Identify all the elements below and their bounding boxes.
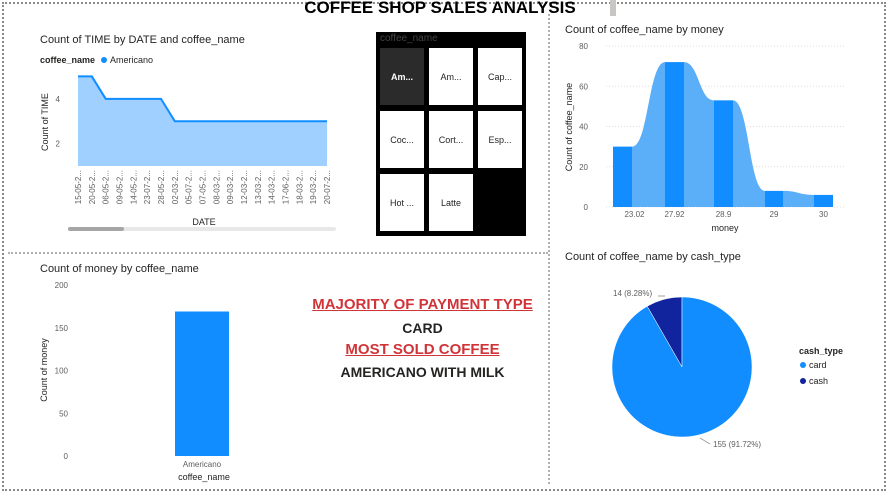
line-legend-marker bbox=[101, 57, 107, 63]
money-ribbon bbox=[684, 62, 714, 207]
slicer-header: coffee_name bbox=[380, 33, 438, 44]
line-x-tick: 17-06-2... bbox=[282, 170, 291, 204]
line-x-tick: 15-05-2... bbox=[74, 170, 83, 204]
money-x-tick: 27.92 bbox=[664, 210, 685, 219]
money-y-tick: 40 bbox=[579, 123, 588, 132]
bar-y-tick: 50 bbox=[59, 409, 68, 418]
payment-type-heading: MAJORITY OF PAYMENT TYPE bbox=[312, 296, 533, 313]
line-y-axis-title: Count of TIME bbox=[40, 93, 50, 151]
divider-horizontal bbox=[8, 252, 548, 254]
line-x-tick: 09-03-2... bbox=[226, 170, 235, 204]
money-bar bbox=[765, 190, 783, 207]
money-y-tick: 60 bbox=[579, 82, 588, 91]
line-x-tick: 20-07-2... bbox=[323, 170, 332, 204]
pie-chart-title: Count of coffee_name by cash_type bbox=[565, 251, 741, 263]
slicer-item-hot-chocolate[interactable]: Hot ... bbox=[380, 174, 424, 231]
line-x-tick: 09-05-2... bbox=[116, 170, 125, 204]
line-chart-scrollbar-track[interactable] bbox=[68, 227, 336, 231]
most-sold-heading: MOST SOLD COFFEE bbox=[345, 341, 500, 358]
line-x-tick: 07-05-2... bbox=[199, 170, 208, 204]
line-x-tick: 28-05-2... bbox=[157, 170, 166, 204]
slicer-item-espresso[interactable]: Esp... bbox=[478, 111, 522, 168]
money-y-axis-title: Count of coffee_name bbox=[564, 83, 574, 171]
bar-chart-title: Count of money by coffee_name bbox=[40, 263, 199, 275]
money-bar bbox=[714, 100, 733, 207]
pie-label-cash: 14 (8.28%) bbox=[613, 289, 652, 298]
money-x-tick: 30 bbox=[819, 210, 828, 219]
money-x-tick: 28.9 bbox=[716, 210, 732, 219]
divider-vertical bbox=[548, 14, 550, 484]
pie-legend-label-card: card bbox=[809, 360, 827, 370]
title-accent-bar bbox=[610, 0, 616, 16]
bar-x-tick: Americano bbox=[183, 460, 222, 469]
money-x-tick: 29 bbox=[770, 210, 779, 219]
pie-legend-marker-card bbox=[800, 362, 806, 368]
money-bar bbox=[613, 146, 632, 207]
line-x-tick: 06-05-2... bbox=[102, 170, 111, 204]
bar-y-tick: 200 bbox=[55, 281, 69, 290]
pie-legend-marker-cash bbox=[800, 378, 806, 384]
slicer-item-cortado[interactable]: Cort... bbox=[429, 111, 473, 168]
line-x-tick: 12-03-2... bbox=[240, 170, 249, 204]
slicer-item-cocoa[interactable]: Coc... bbox=[380, 111, 424, 168]
line-x-tick: 02-03-2... bbox=[171, 170, 180, 204]
line-x-tick: 14-03-2... bbox=[268, 170, 277, 204]
page-title: COFFEE SHOP SALES ANALYSIS bbox=[304, 0, 576, 17]
bar-y-tick: 100 bbox=[55, 367, 69, 376]
line-x-tick: 20-05-2... bbox=[88, 170, 97, 204]
pie-label-leader-card bbox=[699, 437, 711, 445]
line-y-tick: 4 bbox=[56, 95, 61, 104]
line-x-tick: 14-05-2... bbox=[129, 170, 138, 204]
pie-label-card: 155 (91.72%) bbox=[713, 440, 761, 449]
line-legend-label: Americano bbox=[110, 55, 153, 65]
line-x-tick: 05-07-2... bbox=[185, 170, 194, 204]
bar-x-axis-title: coffee_name bbox=[178, 472, 230, 482]
line-y-tick: 2 bbox=[56, 140, 61, 149]
slicer-item-latte[interactable]: Latte bbox=[429, 174, 473, 231]
pie-slice-card bbox=[611, 296, 753, 438]
bar-americano bbox=[175, 311, 229, 456]
money-y-tick: 80 bbox=[579, 42, 588, 51]
slicer-item-americano-milk[interactable]: Am... bbox=[429, 48, 473, 105]
line-series-americano bbox=[78, 75, 327, 123]
money-bar bbox=[814, 194, 833, 207]
pie-legend-title: cash_type bbox=[799, 346, 843, 356]
money-y-tick: 20 bbox=[579, 163, 588, 172]
line-legend-title: coffee_name bbox=[40, 55, 95, 65]
bar-y-tick: 150 bbox=[55, 324, 69, 333]
bar-y-tick: 0 bbox=[64, 452, 69, 461]
money-y-tick: 0 bbox=[584, 203, 589, 212]
money-ribbon bbox=[783, 190, 814, 207]
line-x-tick: 13-03-2... bbox=[254, 170, 263, 204]
line-x-axis-title: DATE bbox=[192, 217, 215, 227]
slicer-item-cappuccino[interactable]: Cap... bbox=[478, 48, 522, 105]
line-chart-title: Count of TIME by DATE and coffee_name bbox=[40, 34, 245, 46]
pie-legend-label-cash: cash bbox=[809, 376, 828, 386]
dashboard-border bbox=[2, 2, 886, 491]
payment-type-value: CARD bbox=[402, 320, 443, 336]
slicer-item-americano[interactable]: Am... bbox=[380, 48, 424, 105]
line-x-tick: 19-03-2... bbox=[309, 170, 318, 204]
line-x-tick: 18-03-2... bbox=[295, 170, 304, 204]
coffee-name-slicer[interactable]: coffee_name Am... Am... Cap... Coc... Co… bbox=[376, 32, 526, 236]
money-x-tick: 23.02 bbox=[624, 210, 645, 219]
line-x-tick: 23-07-2... bbox=[143, 170, 152, 204]
money-bar bbox=[665, 62, 684, 207]
money-chart-title: Count of coffee_name by money bbox=[565, 24, 724, 36]
money-ribbon bbox=[733, 100, 765, 207]
line-chart-scrollbar-thumb[interactable] bbox=[68, 227, 124, 231]
bar-y-axis-title: Count of money bbox=[39, 338, 49, 402]
line-x-tick: 08-03-2... bbox=[212, 170, 221, 204]
money-ribbon bbox=[632, 62, 665, 207]
most-sold-value: AMERICANO WITH MILK bbox=[340, 364, 505, 380]
money-x-axis-title: money bbox=[711, 223, 739, 233]
